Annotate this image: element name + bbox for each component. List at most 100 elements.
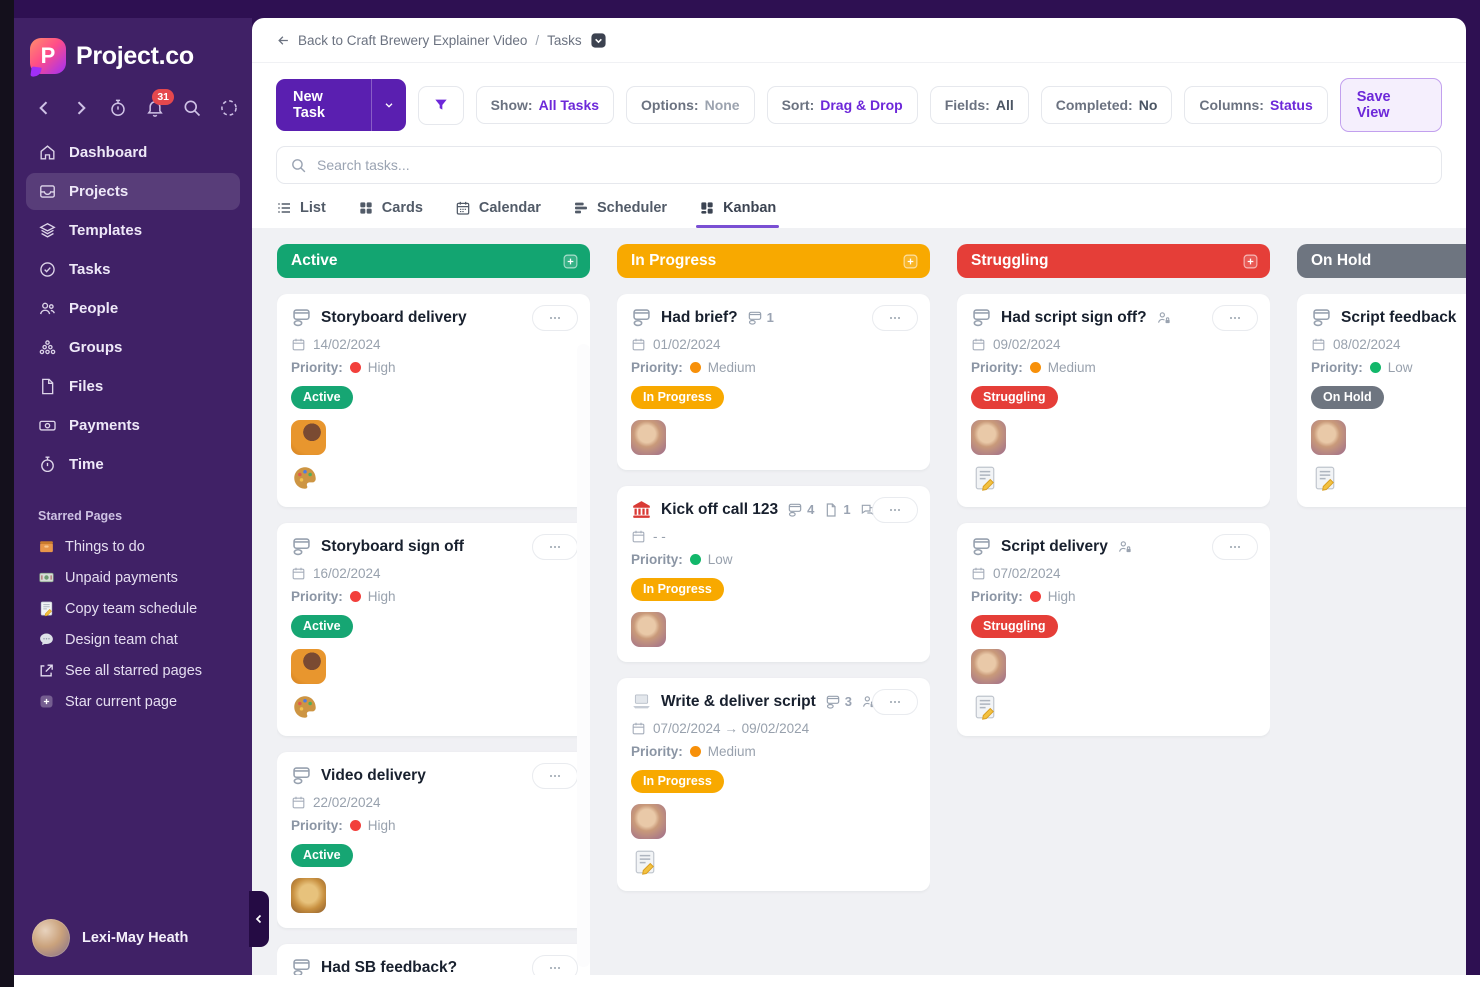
magnifier-icon[interactable] xyxy=(182,98,202,118)
storyboard-icon xyxy=(291,957,312,975)
avatar[interactable] xyxy=(32,919,70,957)
chevron-left-icon xyxy=(255,914,262,924)
card-menu-button[interactable] xyxy=(1212,534,1258,560)
filter-pill-completed[interactable]: Completed: No xyxy=(1040,86,1173,124)
sidebar-item-files[interactable]: Files xyxy=(26,368,240,405)
assignee-avatar[interactable] xyxy=(291,649,326,684)
add-task-icon[interactable] xyxy=(902,253,919,270)
task-card[interactable]: Storyboard sign off 16/02/2024 Priority: Hi… xyxy=(277,523,590,736)
new-task-dropdown[interactable] xyxy=(371,79,406,131)
tab-list[interactable]: List xyxy=(276,200,326,228)
assignee-avatar[interactable] xyxy=(631,420,666,455)
status-badge: Active xyxy=(291,844,353,867)
card-title: Script delivery xyxy=(1001,537,1108,555)
assignee-avatar[interactable] xyxy=(291,420,326,455)
breadcrumb-back-link[interactable]: Back to Craft Brewery Explainer Video xyxy=(276,33,527,48)
add-task-icon[interactable] xyxy=(1242,253,1259,270)
search-input[interactable] xyxy=(317,157,1428,173)
card-date: 07/02/2024 → 09/02/2024 xyxy=(653,721,810,736)
card-menu-button[interactable] xyxy=(872,689,918,715)
calendar-icon xyxy=(291,337,306,352)
memo-icon xyxy=(971,693,999,721)
tab-kanban[interactable]: Kanban xyxy=(696,200,780,228)
card-menu-button[interactable] xyxy=(532,305,578,331)
starred-item-things-to-do[interactable]: Things to do xyxy=(30,531,236,562)
chevron-left-icon[interactable] xyxy=(34,98,54,118)
new-task-button[interactable]: New Task xyxy=(276,79,407,131)
filter-button[interactable] xyxy=(418,85,464,125)
sidebar-item-dashboard[interactable]: Dashboard xyxy=(26,134,240,171)
add-task-icon[interactable] xyxy=(562,253,579,270)
sidebar-item-time[interactable]: Time xyxy=(26,446,240,483)
card-date-row: 07/02/2024 → 09/02/2024 xyxy=(631,721,916,736)
task-card[interactable]: Had SB feedback?15/02/2024Priority:Mediu… xyxy=(277,944,590,975)
status-badge: Struggling xyxy=(971,615,1058,638)
filter-pill-columns[interactable]: Columns: Status xyxy=(1184,86,1328,124)
breadcrumb-dropdown-icon[interactable] xyxy=(590,32,607,49)
filter-pill-fields[interactable]: Fields: All xyxy=(929,86,1029,124)
column-header[interactable]: Struggling xyxy=(957,244,1270,278)
filter-pill-label: Show: xyxy=(490,97,533,113)
memo-small-icon xyxy=(38,600,55,617)
assignee-avatar[interactable] xyxy=(971,420,1006,455)
column-header[interactable]: In Progress xyxy=(617,244,930,278)
starred-item-see-all-starred-pages[interactable]: See all starred pages xyxy=(30,655,236,686)
card-menu-button[interactable] xyxy=(532,763,578,789)
brand-logo[interactable]: P Project.co xyxy=(14,18,252,82)
column-header[interactable]: On Hold xyxy=(1297,244,1466,278)
toolbar: New Task Show: All Tasks Options: None Sort:… xyxy=(252,63,1466,142)
bell-icon[interactable]: 31 xyxy=(145,89,174,118)
assignee-avatar[interactable] xyxy=(631,804,666,839)
cluster-icon xyxy=(38,338,57,357)
sidebar-collapse-button[interactable] xyxy=(249,891,269,947)
card-menu-button[interactable] xyxy=(872,305,918,331)
assignee-avatar[interactable] xyxy=(291,878,326,913)
card-menu-button[interactable] xyxy=(1212,305,1258,331)
starred-item-copy-team-schedule[interactable]: Copy team schedule xyxy=(30,593,236,624)
task-card[interactable]: Script delivery 07/02/2024 Priority: High St… xyxy=(957,523,1270,736)
sidebar-item-payments[interactable]: Payments xyxy=(26,407,240,444)
starred-item-star-current-page[interactable]: Star current page xyxy=(30,686,236,717)
task-card[interactable]: Write & deliver script 3 07/02/2024 → 09/0… xyxy=(617,678,930,891)
column-scrollbar[interactable] xyxy=(577,344,590,967)
card-date-row: - - xyxy=(631,529,916,544)
column-header[interactable]: Active xyxy=(277,244,590,278)
tab-scheduler[interactable]: Scheduler xyxy=(573,200,667,228)
sidebar-item-projects[interactable]: Projects xyxy=(26,173,240,210)
memo-icon xyxy=(1311,464,1339,492)
card-menu-button[interactable] xyxy=(532,955,578,975)
chevron-right-icon[interactable] xyxy=(71,98,91,118)
task-card[interactable]: Storyboard delivery 14/02/2024 Priority: Hi… xyxy=(277,294,590,507)
card-menu-button[interactable] xyxy=(532,534,578,560)
sidebar-item-templates[interactable]: Templates xyxy=(26,212,240,249)
filter-pill-value: Status xyxy=(1269,97,1313,113)
starred-item-design-team-chat[interactable]: Design team chat xyxy=(30,624,236,655)
calendar-icon xyxy=(631,529,646,544)
user-row[interactable]: Lexi-May Heath xyxy=(14,905,252,975)
tab-calendar[interactable]: Calendar xyxy=(455,200,541,228)
task-card[interactable]: Script feedback 08/02/2024 Priority: Low On … xyxy=(1297,294,1466,507)
filter-pill-value: None xyxy=(704,97,740,113)
save-view-button[interactable]: Save View xyxy=(1339,78,1442,132)
filter-pill-show[interactable]: Show: All Tasks xyxy=(475,86,615,124)
assignee-avatar[interactable] xyxy=(1311,420,1346,455)
sidebar-item-tasks[interactable]: Tasks xyxy=(26,251,240,288)
card-menu-button[interactable] xyxy=(872,497,918,523)
filter-pill-sort[interactable]: Sort: Drag & Drop xyxy=(766,86,918,124)
window-edge-top xyxy=(14,0,1480,18)
task-card[interactable]: Video delivery 22/02/2024 Priority: High Act… xyxy=(277,752,590,928)
assignee-avatar[interactable] xyxy=(631,612,666,647)
starred-item-unpaid-payments[interactable]: Unpaid payments xyxy=(30,562,236,593)
tab-label: Kanban xyxy=(723,200,777,216)
assignee-avatar[interactable] xyxy=(971,649,1006,684)
task-card[interactable]: Had brief? 1 01/02/2024 Priority: Medium In P… xyxy=(617,294,930,470)
dashed-circle-icon[interactable] xyxy=(219,98,239,118)
sidebar-item-people[interactable]: People xyxy=(26,290,240,327)
sidebar-item-groups[interactable]: Groups xyxy=(26,329,240,366)
status-badge: In Progress xyxy=(631,770,724,793)
task-card[interactable]: Had script sign off? 09/02/2024 Priority: M… xyxy=(957,294,1270,507)
filter-pill-options[interactable]: Options: None xyxy=(626,86,755,124)
tab-cards[interactable]: Cards xyxy=(358,200,423,228)
stopwatch-icon[interactable] xyxy=(108,98,128,118)
